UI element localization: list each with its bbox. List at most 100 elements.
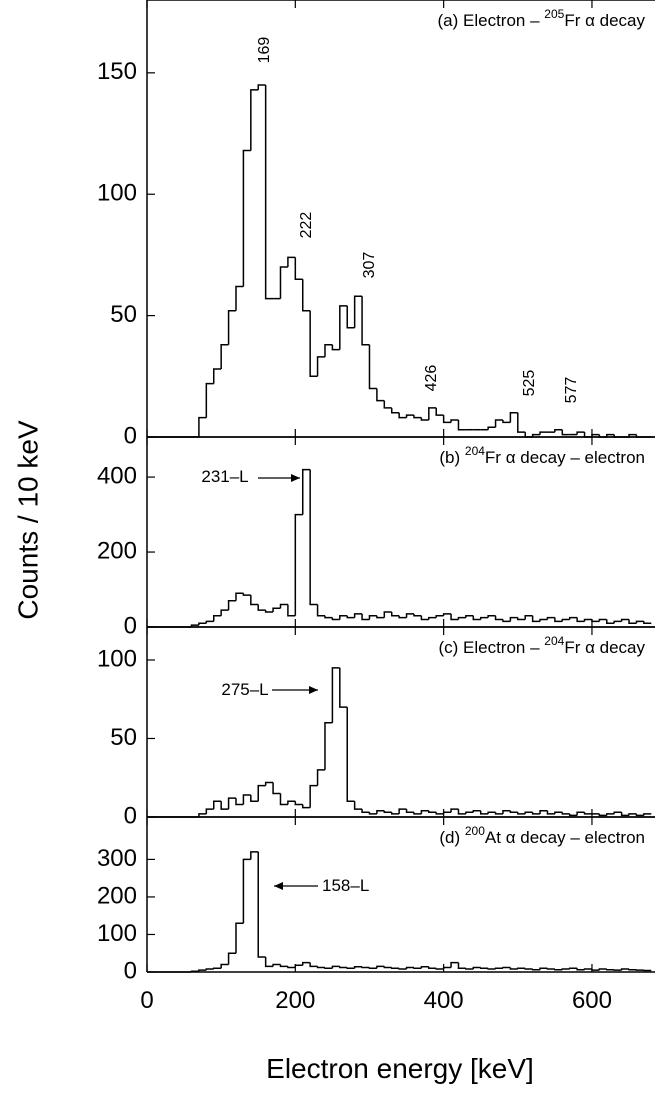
histogram-bin (487, 615, 496, 618)
histogram-bin (643, 813, 652, 816)
histogram-bin (376, 388, 385, 402)
histogram-bin (465, 968, 474, 970)
panel-label-superscript: 205 (544, 7, 564, 21)
histogram-bin (264, 781, 274, 786)
histogram-bin (294, 257, 303, 280)
histogram-bin (339, 305, 348, 350)
histogram-bin (390, 407, 400, 414)
histogram-bin (242, 794, 251, 805)
panel-label-text: At α decay – electron (485, 828, 645, 847)
histogram-bin (606, 619, 615, 625)
histogram-bin (294, 801, 303, 806)
histogram-bin (413, 967, 422, 969)
histogram-bin (554, 428, 563, 433)
histogram-bin (576, 617, 585, 623)
peak-label: 222 (298, 212, 315, 239)
histogram-bin (442, 811, 452, 814)
annotation: 275–L (221, 680, 268, 699)
histogram-bin (472, 615, 481, 621)
histogram-bin (561, 618, 570, 622)
annotation: 231–L (201, 467, 248, 486)
histogram-bin (398, 615, 407, 619)
histogram-bin (220, 963, 229, 969)
histogram-bin (546, 968, 555, 970)
histogram-bin (376, 615, 385, 619)
histogram-bin (301, 804, 311, 809)
histogram-bin (635, 620, 644, 624)
panel-label-text: (a) Electron – (438, 11, 545, 30)
histogram-bin (242, 149, 251, 287)
y-tick-label: 0 (124, 422, 137, 449)
y-axis-title: Counts / 10 keV (12, 420, 43, 620)
histogram-bin (376, 809, 385, 814)
histogram-bin (591, 433, 600, 437)
histogram-bin (220, 609, 229, 616)
histogram-bin (279, 793, 288, 806)
y-tick-label: 0 (124, 957, 137, 984)
histogram-bin (235, 285, 244, 311)
x-tick-label: 0 (140, 987, 153, 1014)
histogram-bin (420, 417, 429, 421)
histogram-bin (487, 811, 496, 814)
histogram-bin (606, 968, 615, 971)
histogram-bin (598, 813, 607, 817)
peak-label: 525 (521, 370, 538, 397)
panel-label-superscript: 204 (544, 634, 564, 648)
histogram-bin (250, 851, 259, 860)
histogram-bin (472, 966, 481, 969)
histogram-bin (390, 812, 400, 815)
histogram-bin (531, 812, 541, 815)
y-tick-label: 100 (97, 180, 137, 207)
y-tick-label: 0 (124, 612, 137, 639)
histogram-bin (257, 604, 266, 611)
histogram-bin (428, 966, 437, 969)
histogram-bin (479, 967, 489, 969)
histogram-bin (539, 431, 548, 435)
histogram-bin (398, 808, 407, 814)
y-tick-label: 0 (124, 802, 137, 829)
histogram-bin (435, 615, 444, 618)
histogram-bin (539, 618, 548, 622)
histogram-bin (583, 618, 592, 622)
histogram-bin (279, 964, 288, 968)
histogram-bin (250, 595, 259, 606)
histogram-bin (212, 800, 222, 810)
histogram-bin (235, 922, 244, 954)
histogram-bin (435, 407, 444, 416)
histogram-bin (287, 800, 296, 805)
histogram-bin (368, 812, 377, 815)
histogram-bin (339, 615, 348, 620)
histogram-bin (435, 812, 444, 815)
histogram-bin (316, 966, 325, 969)
histogram-bin (346, 615, 355, 619)
histogram-bin (287, 256, 296, 268)
panel-label: (b) 204Fr α decay – electron (439, 444, 645, 467)
peak-label: 307 (361, 252, 378, 279)
histogram-bin (353, 965, 363, 969)
histogram-bin (613, 811, 622, 814)
histogram-bin (383, 611, 392, 618)
histogram-bin (457, 420, 466, 431)
histogram-bin (205, 620, 214, 624)
histogram-bin (324, 967, 333, 969)
histogram-bin (457, 809, 466, 815)
histogram-bin (212, 615, 222, 622)
histogram-bin (620, 618, 630, 622)
histogram-bin (331, 667, 340, 723)
histogram-bin (198, 969, 207, 972)
histogram-bin (517, 617, 526, 621)
histogram-bin (517, 412, 526, 433)
histogram-bin (257, 84, 266, 90)
histogram-bin (257, 784, 266, 802)
histogram-bin (568, 616, 578, 620)
histogram-bin (524, 968, 533, 970)
x-tick-label: 400 (424, 987, 464, 1014)
histogram-bin (442, 415, 452, 424)
histogram-bin (428, 616, 437, 620)
histogram-bin (346, 707, 355, 803)
histogram-bin (554, 811, 563, 814)
histogram-bin (227, 600, 236, 611)
histogram-bin (606, 813, 615, 816)
histogram-bin (316, 604, 325, 617)
histogram-bin (316, 769, 325, 786)
